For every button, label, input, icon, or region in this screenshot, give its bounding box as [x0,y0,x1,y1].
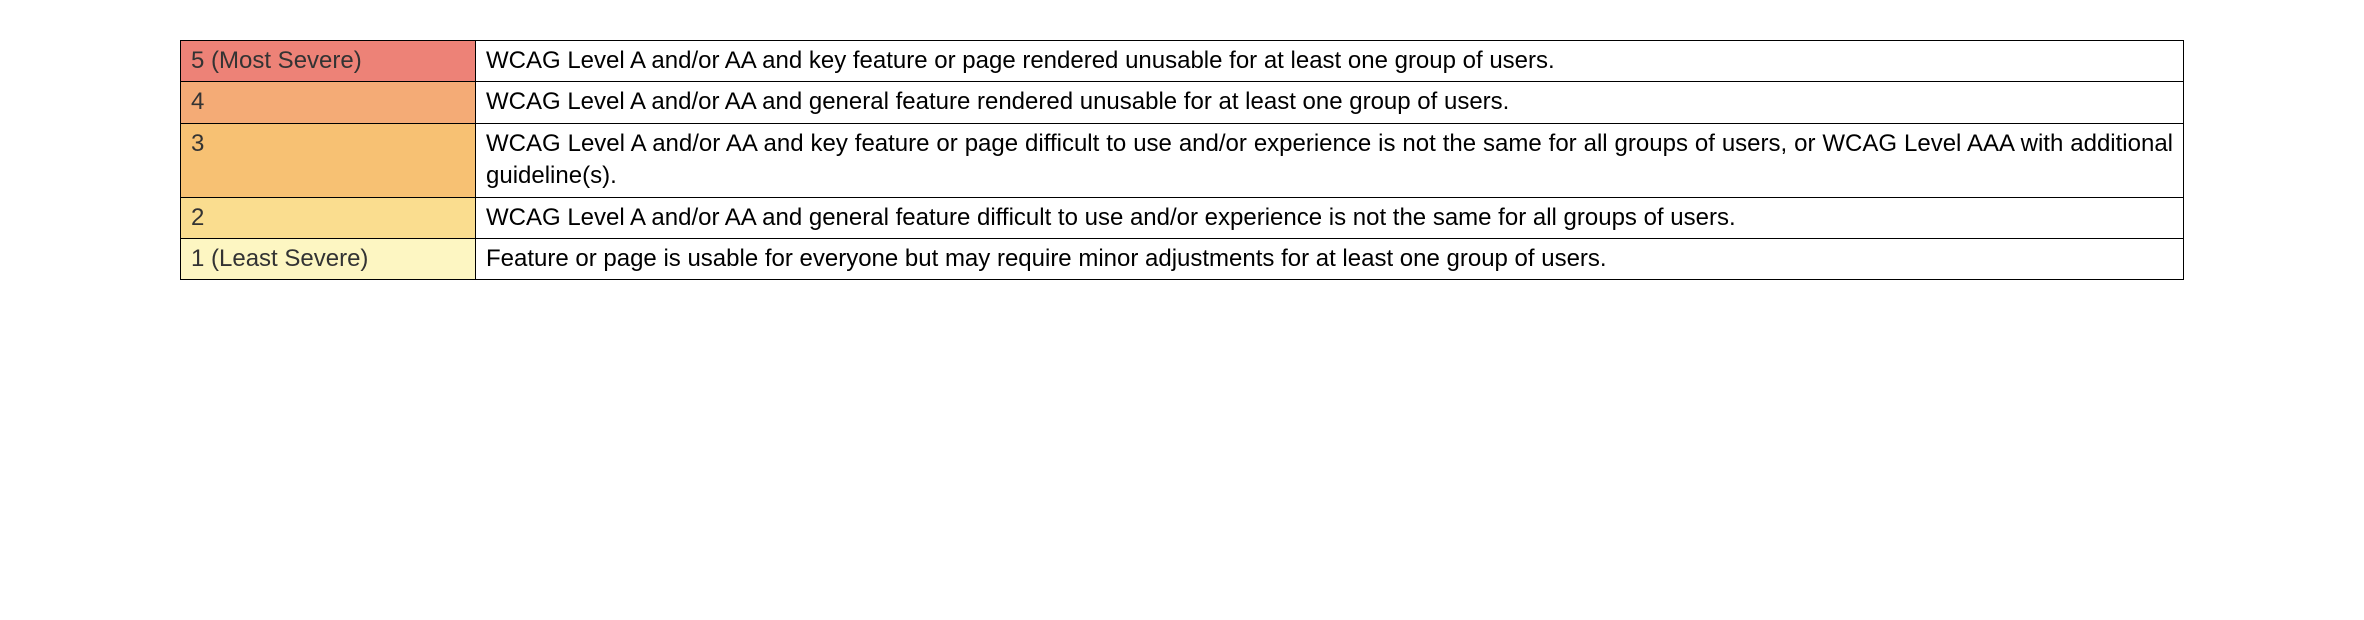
severity-cell: 5 (Most Severe) [181,41,476,82]
severity-cell: 3 [181,123,476,197]
severity-cell: 4 [181,82,476,123]
severity-table: 5 (Most Severe) WCAG Level A and/or AA a… [180,40,2184,280]
table-row: 3 WCAG Level A and/or AA and key feature… [181,123,2184,197]
description-cell: WCAG Level A and/or AA and key feature o… [476,123,2184,197]
table-row: 5 (Most Severe) WCAG Level A and/or AA a… [181,41,2184,82]
description-cell: WCAG Level A and/or AA and key feature o… [476,41,2184,82]
severity-cell: 2 [181,197,476,238]
table-row: 2 WCAG Level A and/or AA and general fea… [181,197,2184,238]
description-cell: Feature or page is usable for everyone b… [476,238,2184,279]
table-row: 4 WCAG Level A and/or AA and general fea… [181,82,2184,123]
table-body: 5 (Most Severe) WCAG Level A and/or AA a… [181,41,2184,280]
description-cell: WCAG Level A and/or AA and general featu… [476,82,2184,123]
description-cell: WCAG Level A and/or AA and general featu… [476,197,2184,238]
table-row: 1 (Least Severe) Feature or page is usab… [181,238,2184,279]
severity-cell: 1 (Least Severe) [181,238,476,279]
